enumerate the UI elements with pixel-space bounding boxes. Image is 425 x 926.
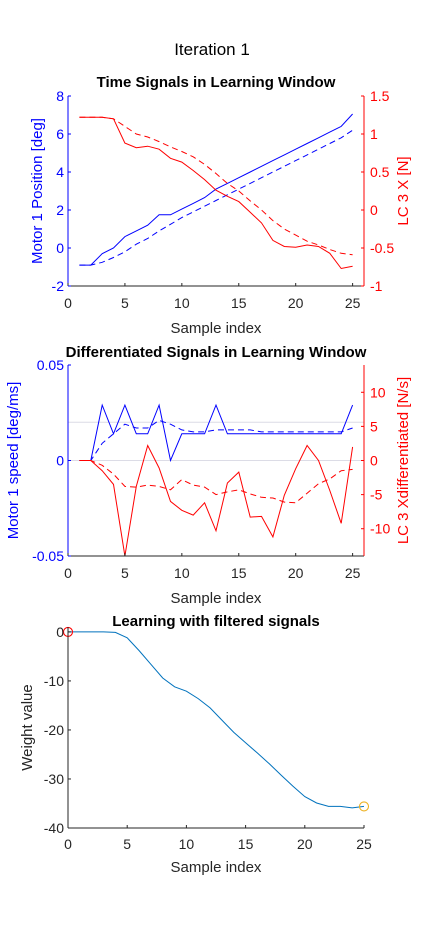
y-tick-label: -0.05: [32, 548, 64, 564]
x-axis-label: Sample index: [171, 320, 262, 337]
x-tick-label: 20: [288, 565, 304, 581]
y-axis-label: Weight value: [19, 684, 36, 770]
y2-tick-label: 1.5: [370, 88, 390, 104]
y-tick-label: 0.05: [37, 357, 64, 373]
series-line-1-solid: [79, 113, 353, 266]
y2-axis-label: LC 3 Xdifferentiated [N/s]: [395, 377, 412, 544]
chart-title: Differentiated Signals in Learning Windo…: [66, 344, 367, 361]
y2-tick-label: -5: [370, 487, 383, 503]
y2-tick-label: 0.5: [370, 164, 390, 180]
y-axis-label: Motor 1 speed [deg/ms]: [5, 382, 22, 540]
plot-area: [68, 627, 364, 828]
x-tick-label: 15: [238, 836, 254, 852]
chart-title: Learning with filtered signals: [112, 613, 320, 630]
x-tick-label: 25: [345, 565, 361, 581]
x-tick-label: 0: [64, 565, 72, 581]
x-tick-label: 15: [231, 565, 247, 581]
y-tick-label: -20: [44, 722, 64, 738]
y-tick-label: 0: [56, 240, 64, 256]
x-tick-label: 5: [123, 836, 131, 852]
y-tick-label: -30: [44, 771, 64, 787]
y-axis-label: Motor 1 Position [deg]: [29, 118, 46, 264]
y2-tick-label: 0: [370, 202, 378, 218]
y2-axis-label: LC 3 X [N]: [395, 156, 412, 225]
x-tick-label: 10: [174, 565, 190, 581]
chart-title: Time Signals in Learning Window: [97, 74, 336, 91]
series-line-1-solid: [79, 403, 354, 463]
end-marker: [358, 801, 370, 812]
y2-tick-label: 1: [370, 126, 378, 142]
y-tick-label: -40: [44, 820, 64, 836]
y-tick-label: 4: [56, 164, 64, 180]
y2-tick-label: -10: [370, 521, 390, 537]
series-line-4-dashed: [79, 116, 353, 256]
y2-tick-label: 0: [370, 453, 378, 469]
x-tick-label: 25: [345, 295, 361, 311]
x-tick-label: 10: [179, 836, 195, 852]
y2-tick-label: -0.5: [370, 240, 394, 256]
x-axis-label: Sample index: [171, 590, 262, 607]
y2-tick-label: 10: [370, 384, 386, 400]
series-group: [79, 113, 353, 270]
y-tick-label: -10: [44, 673, 64, 689]
series-line-3-solid: [79, 116, 353, 270]
y-tick-label: 0: [56, 453, 64, 469]
x-tick-label: 20: [297, 836, 313, 852]
series-line-2-dashed: [79, 129, 353, 266]
x-tick-label: 15: [231, 295, 247, 311]
x-axis-label: Sample index: [171, 859, 262, 876]
y-tick-label: 2: [56, 202, 64, 218]
figure-title: Iteration 1: [174, 40, 250, 59]
y-tick-label: 8: [56, 88, 64, 104]
y2-tick-label: -1: [370, 278, 383, 294]
x-tick-label: 20: [288, 295, 304, 311]
series-line-1-solid: [68, 631, 364, 809]
chart-panel-3: 0 5 10 15 20 25 -40 -30 -20 -10 0 Learning with fil…: [19, 613, 372, 876]
x-tick-label: 5: [121, 565, 129, 581]
x-tick-label: 25: [356, 836, 372, 852]
y-tick-label: -2: [52, 278, 65, 294]
series-line-2-dashed: [79, 419, 353, 461]
series-line-4-dashed: [79, 460, 353, 504]
y2-tick-label: 5: [370, 418, 378, 434]
series-group: [68, 631, 364, 809]
x-tick-label: 5: [121, 295, 129, 311]
x-tick-label: 0: [64, 295, 72, 311]
y-tick-label: 6: [56, 126, 64, 142]
y-tick-label: 0: [56, 624, 64, 640]
chart-panel-2: 0 5 10 15 20 25-0.0500.05-10-50510Differentia…: [5, 344, 412, 607]
x-tick-label: 0: [64, 836, 72, 852]
x-tick-label: 10: [174, 295, 190, 311]
